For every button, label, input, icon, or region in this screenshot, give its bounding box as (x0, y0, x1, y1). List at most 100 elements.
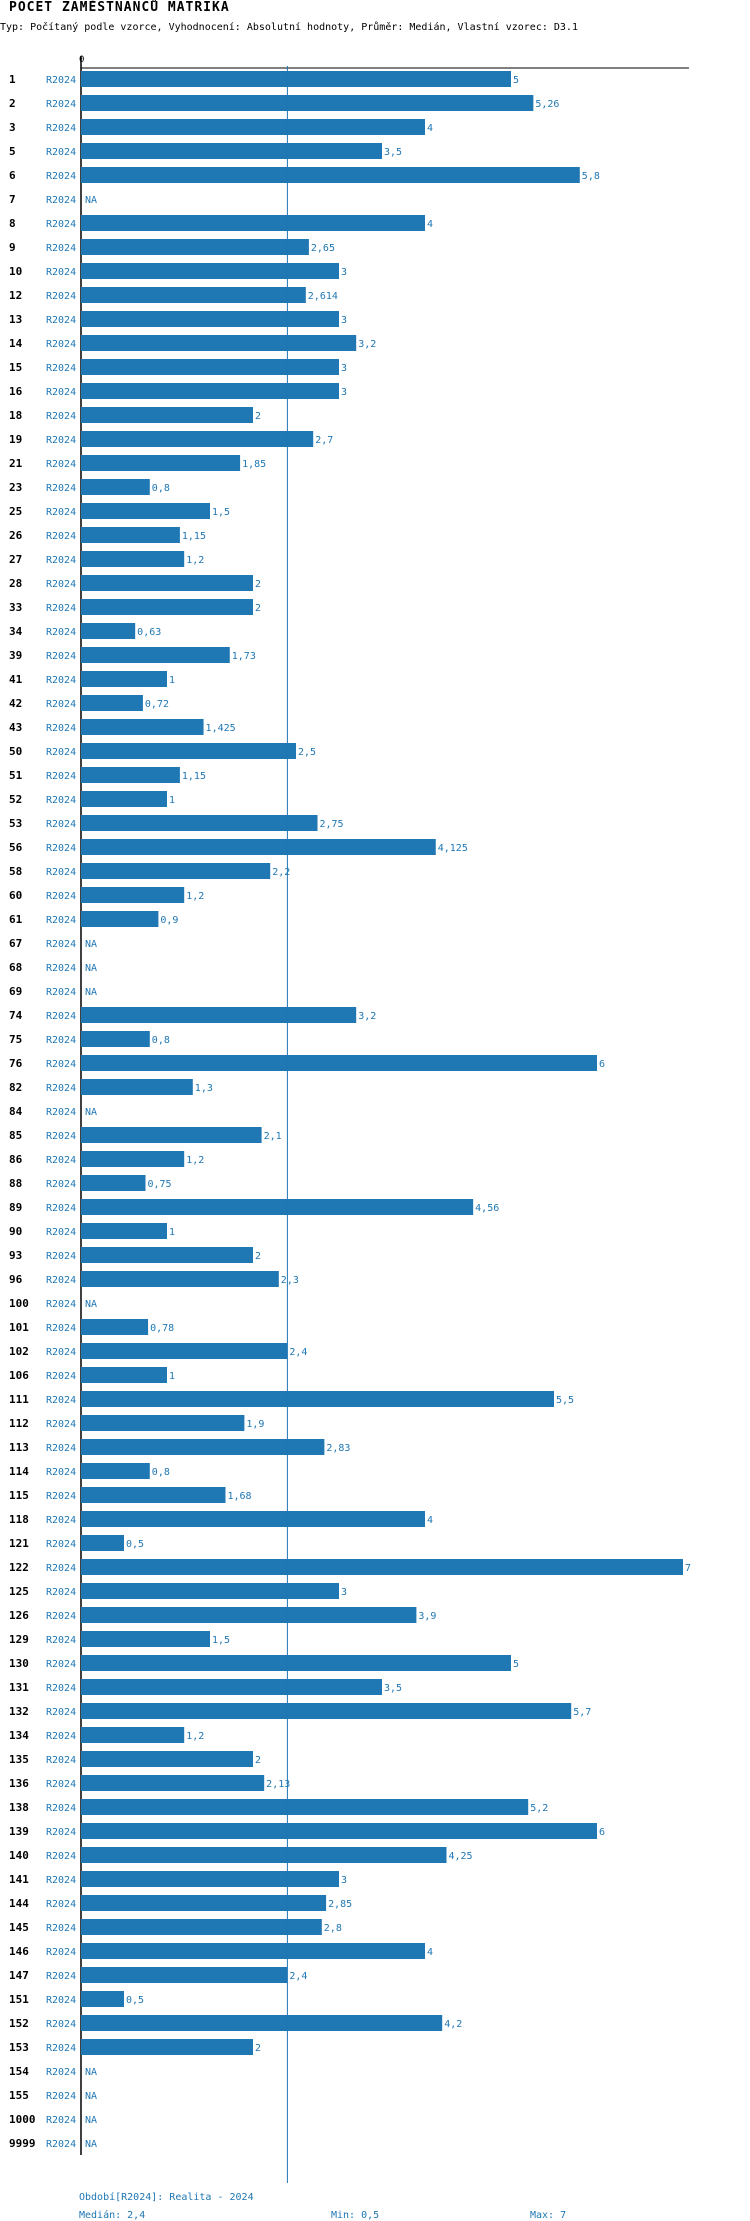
row-series-label: R2024 (46, 579, 76, 590)
value-label-93: 2 (255, 1251, 261, 1262)
row-series-label: R2024 (46, 651, 76, 662)
row-id-label: 112 (9, 1417, 29, 1430)
row-id-label: 139 (9, 1825, 29, 1838)
value-label-18: 2 (255, 411, 261, 422)
row-series-label: R2024 (46, 219, 76, 230)
row-id-label: 56 (9, 841, 23, 854)
row-series-label: R2024 (46, 267, 76, 278)
value-label-50: 2,5 (298, 747, 316, 758)
bar-34 (81, 623, 136, 639)
row-id-label: 146 (9, 1945, 29, 1958)
value-label-6: 5,8 (582, 171, 600, 182)
bar-147 (81, 1967, 288, 1983)
row-id-label: 125 (9, 1585, 29, 1598)
row-series-label: R2024 (46, 1827, 76, 1838)
bar-140 (81, 1847, 447, 1863)
row-series-label: R2024 (46, 1155, 76, 1166)
footer-min: Min: 0,5 (331, 2210, 380, 2221)
value-label-136: 2,13 (266, 1779, 290, 1790)
value-label-1000: NA (85, 2115, 97, 2126)
row-id-label: 14 (9, 337, 23, 350)
row-id-label: 111 (9, 1393, 29, 1406)
value-label-56: 4,125 (438, 843, 468, 854)
row-series-label: R2024 (46, 915, 76, 926)
value-label-100: NA (85, 1299, 97, 1310)
value-label-76: 6 (599, 1059, 605, 1070)
bar-144 (81, 1895, 327, 1911)
bar-74 (81, 1007, 357, 1023)
row-id-label: 34 (9, 625, 23, 638)
row-id-label: 18 (9, 409, 22, 422)
value-label-51: 1,15 (182, 771, 206, 782)
value-label-27: 1,2 (186, 555, 204, 566)
bar-14 (81, 335, 357, 351)
value-label-125: 3 (341, 1587, 347, 1598)
value-label-12: 2,614 (308, 291, 338, 302)
row-series-label: R2024 (46, 891, 76, 902)
row-id-label: 102 (9, 1345, 29, 1358)
row-series-label: R2024 (46, 1059, 76, 1070)
row-series-label: R2024 (46, 603, 76, 614)
bar-90 (81, 1223, 167, 1239)
value-label-1: 5 (513, 75, 519, 86)
row-series-label: R2024 (46, 315, 76, 326)
bar-121 (81, 1535, 124, 1551)
value-label-14: 3,2 (358, 339, 376, 350)
row-series-label: R2024 (46, 507, 76, 518)
row-id-label: 155 (9, 2089, 29, 2102)
row-series-label: R2024 (46, 1083, 76, 1094)
row-id-label: 3 (9, 121, 16, 134)
row-id-label: 25 (9, 505, 22, 518)
row-series-label: R2024 (46, 1563, 76, 1574)
value-label-19: 2,7 (315, 435, 333, 446)
row-series-label: R2024 (46, 2115, 76, 2126)
value-label-132: 5,7 (573, 1707, 591, 1718)
row-id-label: 69 (9, 985, 22, 998)
row-series-label: R2024 (46, 1659, 76, 1670)
row-series-label: R2024 (46, 675, 76, 686)
row-id-label: 82 (9, 1081, 22, 1094)
bar-146 (81, 1943, 425, 1959)
row-series-label: R2024 (46, 771, 76, 782)
value-label-118: 4 (427, 1515, 433, 1526)
row-id-label: 89 (9, 1201, 22, 1214)
bar-21 (81, 455, 241, 471)
row-id-label: 8 (9, 217, 16, 230)
bar-18 (81, 407, 253, 423)
row-id-label: 118 (9, 1513, 29, 1526)
row-series-label: R2024 (46, 1299, 76, 1310)
row-id-label: 28 (9, 577, 22, 590)
value-label-53: 2,75 (320, 819, 344, 830)
bar-16 (81, 383, 339, 399)
bar-52 (81, 791, 167, 807)
bar-86 (81, 1151, 185, 1167)
bar-131 (81, 1679, 382, 1695)
row-series-label: R2024 (46, 1131, 76, 1142)
row-series-label: R2024 (46, 75, 76, 86)
value-label-2: 5,26 (535, 99, 559, 110)
row-id-label: 145 (9, 1921, 29, 1934)
bar-88 (81, 1175, 146, 1191)
row-series-label: R2024 (46, 1323, 76, 1334)
value-label-113: 2,83 (326, 1443, 350, 1454)
row-id-label: 135 (9, 1753, 29, 1766)
value-label-21: 1,85 (242, 459, 266, 470)
row-series-label: R2024 (46, 1731, 76, 1742)
value-label-84: NA (85, 1107, 97, 1118)
bar-5 (81, 143, 382, 159)
value-label-90: 1 (169, 1227, 175, 1238)
row-id-label: 12 (9, 289, 22, 302)
row-id-label: 39 (9, 649, 22, 662)
row-series-label: R2024 (46, 1611, 76, 1622)
row-series-label: R2024 (46, 123, 76, 134)
row-id-label: 136 (9, 1777, 29, 1790)
value-label-144: 2,85 (328, 1899, 352, 1910)
row-id-label: 129 (9, 1633, 29, 1646)
row-id-label: 147 (9, 1969, 29, 1982)
bar-75 (81, 1031, 150, 1047)
row-series-label: R2024 (46, 2091, 76, 2102)
bar-10 (81, 263, 339, 279)
value-label-122: 7 (685, 1563, 691, 1574)
row-id-label: 33 (9, 601, 22, 614)
row-series-label: R2024 (46, 387, 76, 398)
